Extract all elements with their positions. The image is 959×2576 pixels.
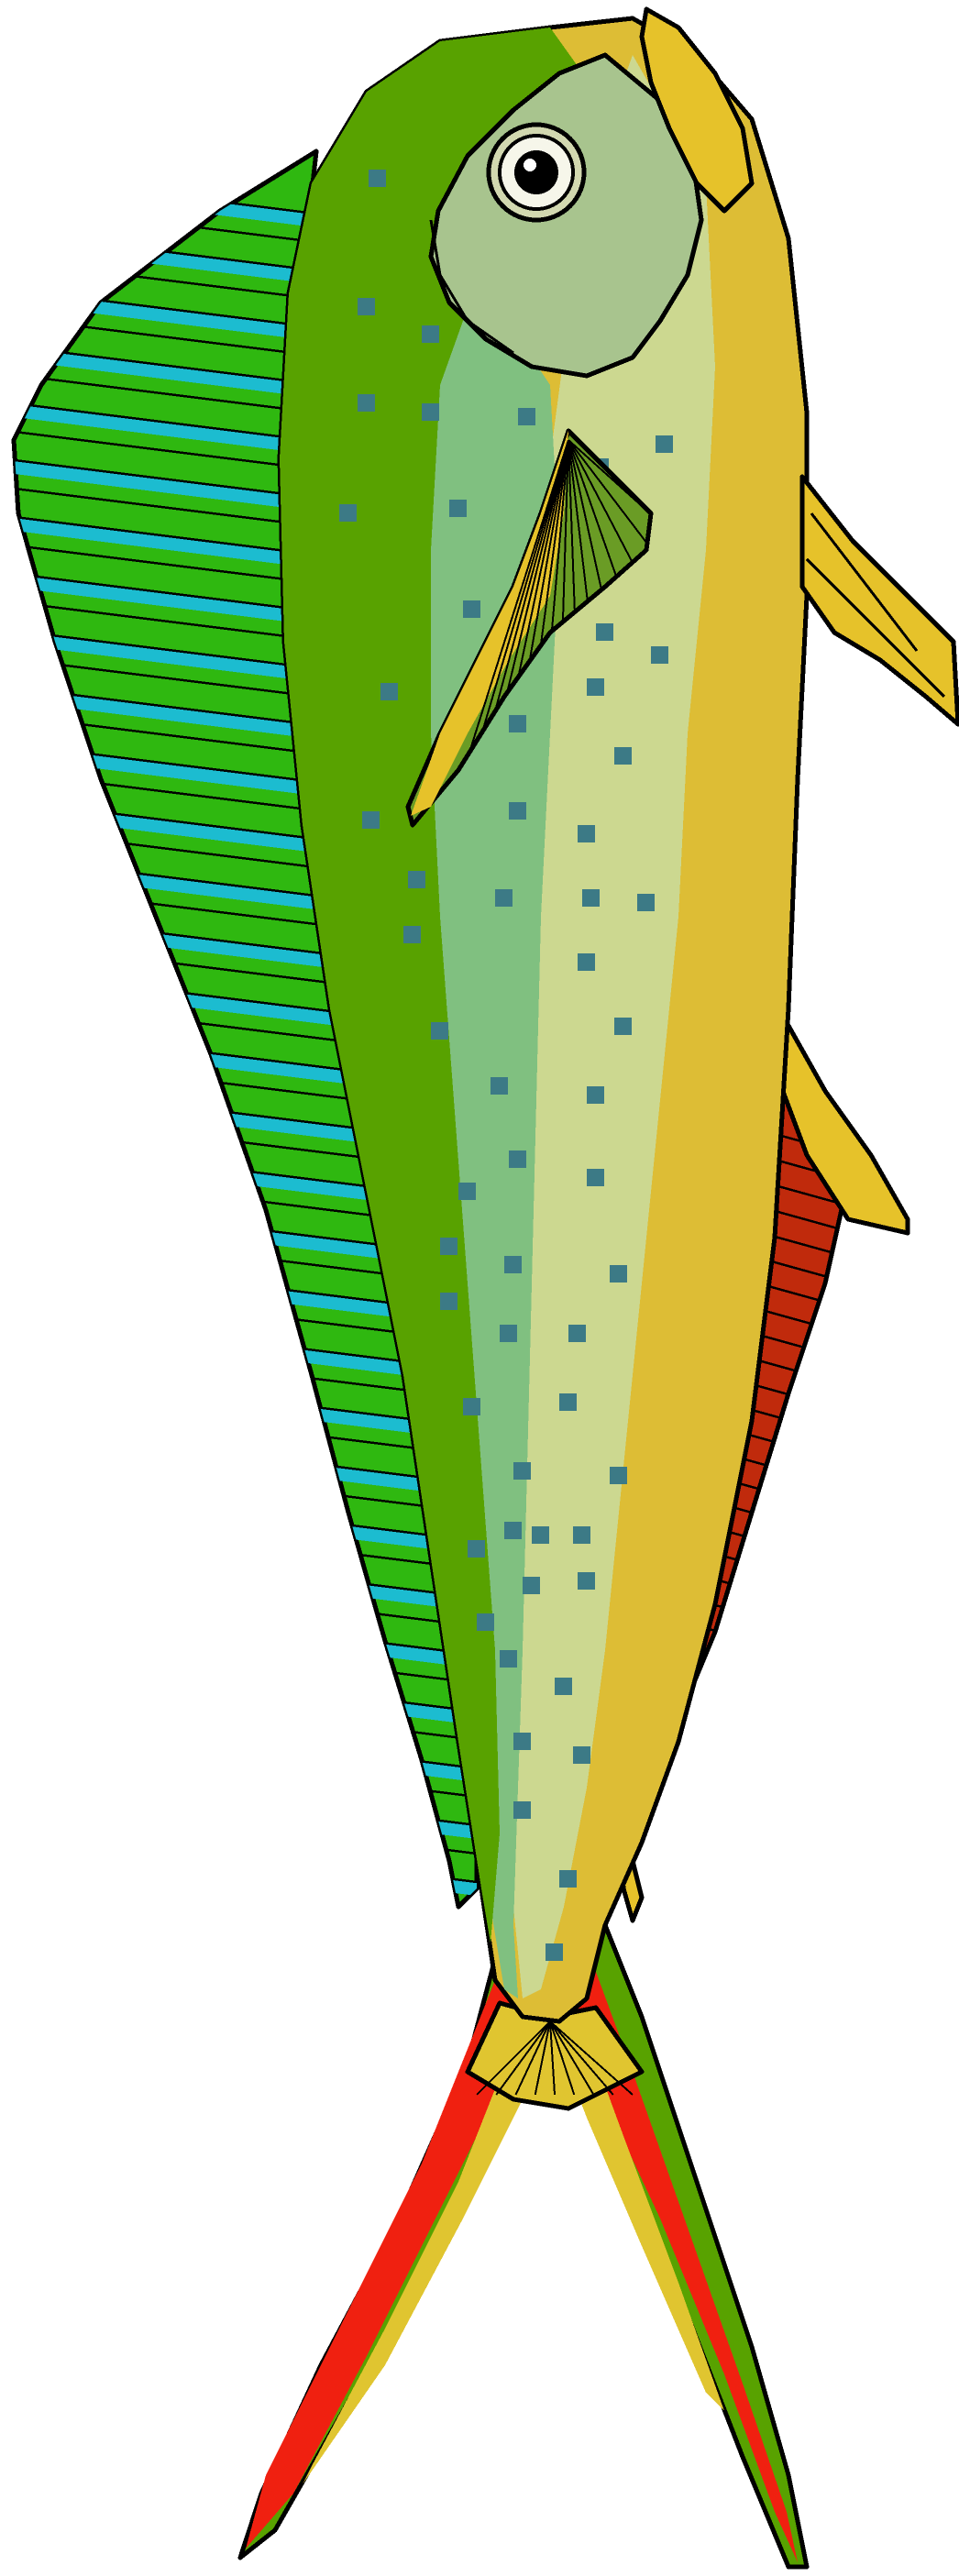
caudal-fin-ray — [549, 2020, 595, 2096]
pelvic-fin — [799, 474, 959, 727]
spot — [509, 715, 526, 732]
caudal-fin-ray — [549, 2020, 614, 2096]
spot — [513, 1801, 531, 1819]
spot — [656, 435, 673, 453]
dorsal-stripe-line — [14, 1849, 477, 1907]
spot — [578, 953, 595, 971]
spot — [578, 825, 595, 842]
spot — [637, 894, 655, 911]
spot — [431, 1022, 448, 1040]
pectoral-fin-ray — [568, 439, 651, 523]
jaw — [639, 6, 755, 214]
spot — [573, 1746, 590, 1764]
spot — [509, 1150, 526, 1168]
spot — [546, 1943, 563, 1961]
spot — [403, 926, 421, 943]
pectoral-fin-ray — [568, 439, 647, 543]
spot — [504, 1522, 522, 1539]
dorsal-stripe-line — [14, 1906, 477, 1907]
caudal-fin-ray — [514, 2020, 551, 2096]
anal-fin-yellow-edge — [777, 1015, 910, 1236]
pectoral-fin-ray — [568, 439, 605, 601]
spot — [422, 403, 439, 421]
eye-highlight — [524, 159, 536, 171]
eye-pupil — [514, 150, 558, 194]
spot — [578, 1572, 595, 1590]
spot — [408, 871, 425, 888]
spot — [422, 325, 439, 343]
spot — [509, 802, 526, 820]
caudal-fin-ray — [549, 2020, 634, 2096]
spot — [587, 1086, 604, 1104]
caudal-fin-ray — [534, 2020, 551, 2096]
pectoral-fin-ray — [568, 439, 591, 621]
spot — [523, 1577, 540, 1594]
caudal-fin — [237, 1877, 810, 2570]
spot — [449, 500, 467, 517]
caudal-fin-ray — [495, 2020, 551, 2096]
spot — [339, 504, 357, 522]
spot — [555, 1678, 572, 1695]
dorsal-stripe-line — [14, 1821, 477, 1888]
spot — [559, 1870, 577, 1888]
eye — [486, 122, 587, 223]
spot — [369, 170, 386, 187]
caudal-fin-ray — [476, 2020, 551, 2096]
spot — [587, 678, 604, 696]
spot — [596, 623, 613, 641]
spot — [468, 1540, 485, 1558]
dorsal-stripe — [14, 1822, 477, 1900]
spot — [491, 1077, 508, 1095]
spot — [362, 811, 380, 829]
spot — [440, 1238, 457, 1255]
spot — [440, 1293, 457, 1310]
spot — [518, 408, 535, 425]
spot — [358, 394, 375, 412]
dorsal-stripe — [14, 1879, 477, 1907]
spot — [610, 1265, 627, 1282]
head-cheek — [428, 52, 704, 379]
spot — [587, 1169, 604, 1186]
spot — [614, 747, 632, 765]
caudal-fin-ray — [549, 2020, 556, 2096]
pectoral-fin-ray — [568, 439, 577, 641]
spots — [339, 170, 673, 1961]
spot — [568, 1325, 586, 1342]
spot — [513, 1462, 531, 1480]
head — [428, 6, 755, 379]
pectoral-fin-yellow-edge — [411, 431, 568, 816]
gill-line — [429, 219, 514, 355]
spot — [458, 1183, 476, 1200]
spot — [477, 1613, 494, 1631]
spot — [495, 889, 513, 907]
spot — [559, 1393, 577, 1411]
spot — [651, 646, 668, 664]
pectoral-fin-ray — [568, 439, 619, 582]
spot — [500, 1650, 517, 1668]
pectoral-fin — [405, 428, 654, 828]
spot — [500, 1325, 517, 1342]
spot — [573, 1526, 590, 1544]
caudal-fin-rays — [476, 2020, 634, 2096]
spot — [582, 889, 600, 907]
spot — [358, 298, 375, 315]
spot — [463, 1398, 480, 1415]
spot — [610, 1467, 627, 1484]
spot — [504, 1256, 522, 1273]
spot — [614, 1018, 632, 1035]
spot — [380, 683, 398, 700]
caudal-fin-ray — [549, 2020, 576, 2096]
spot — [463, 600, 480, 618]
back-green — [280, 28, 596, 1943]
dorsal-stripe-line — [14, 1877, 477, 1907]
pectoral-fin-ray — [568, 439, 634, 563]
spot — [532, 1526, 549, 1544]
spot — [513, 1733, 531, 1750]
